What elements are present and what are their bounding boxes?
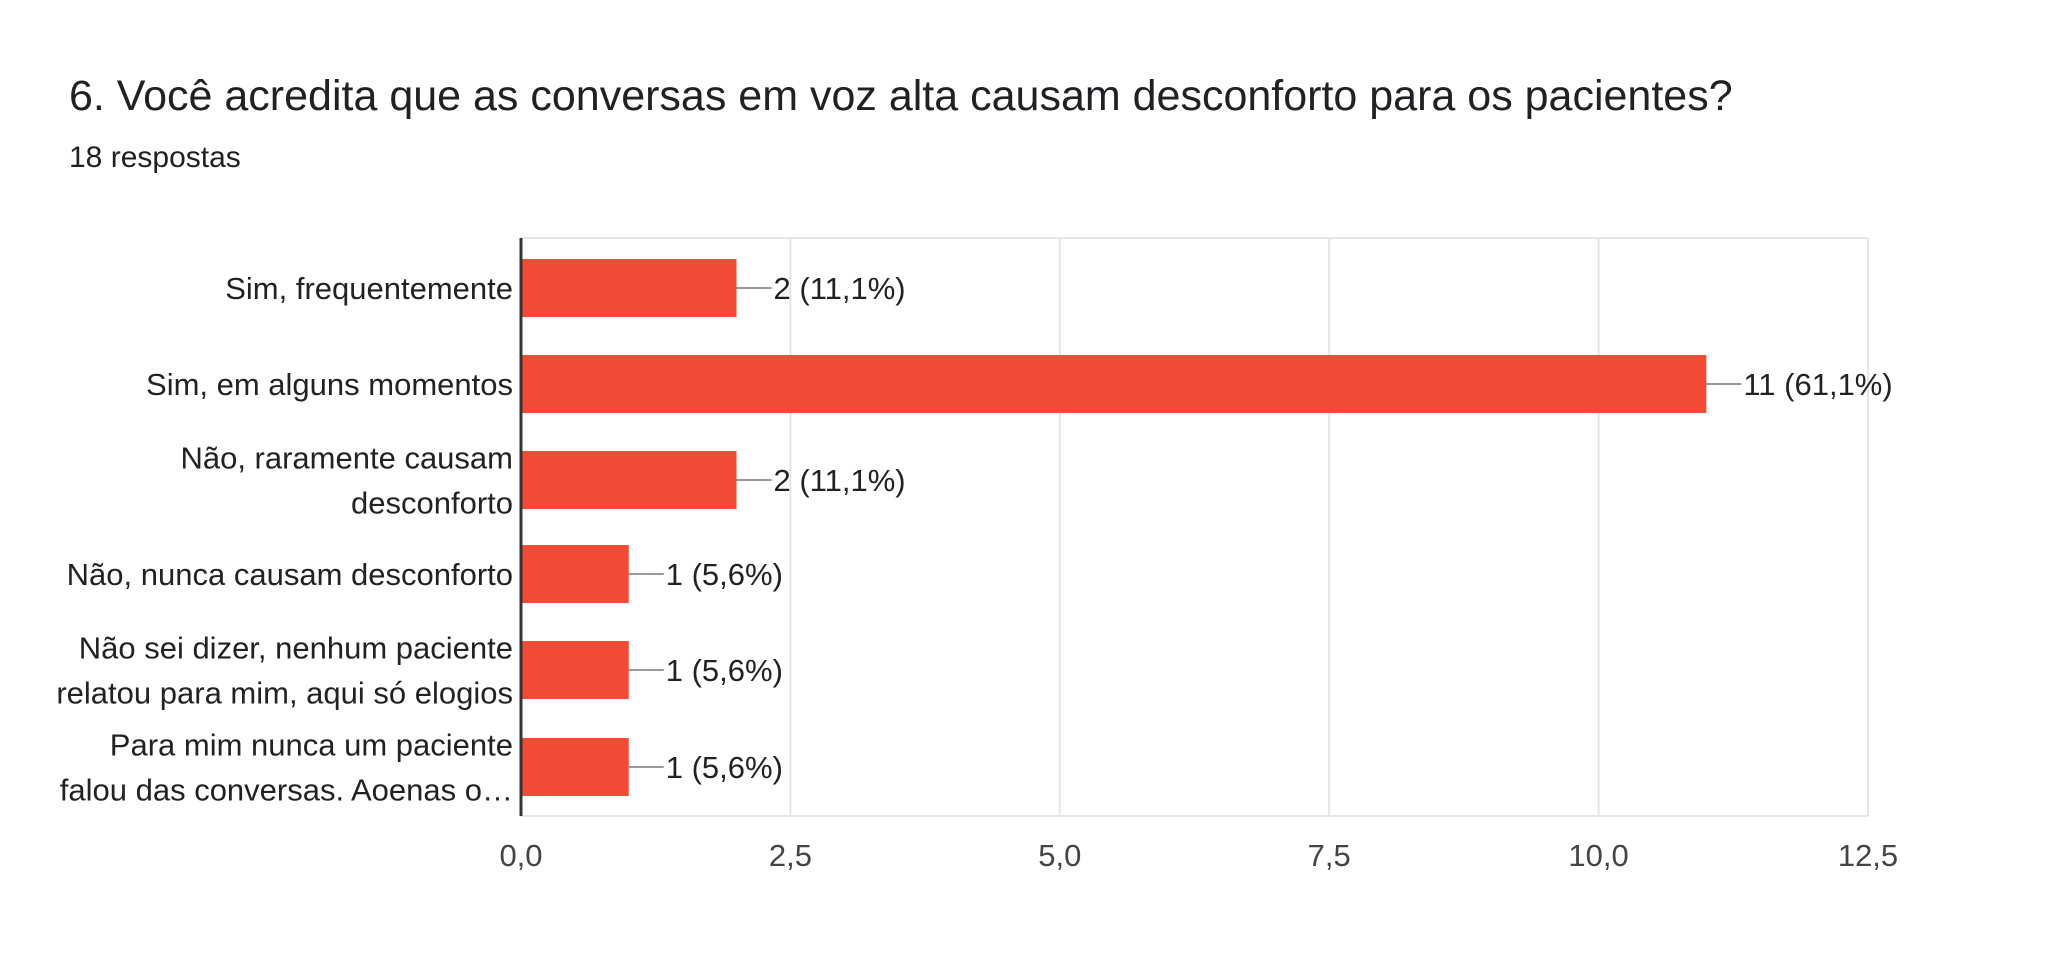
bar [521, 641, 629, 699]
x-tick-label: 10,0 [1568, 838, 1628, 873]
bar [521, 451, 737, 509]
category-label-line: Não sei dizer, nenhum paciente [79, 631, 513, 666]
category-label: Sim, frequentemente [225, 271, 513, 306]
data-label: 1 (5,6%) [666, 750, 783, 785]
bar [521, 545, 629, 603]
category-label-line: Para mim nunca um paciente [110, 728, 513, 763]
data-label: 2 (11,1%) [774, 271, 906, 306]
category-label: Sim, em alguns momentos [146, 367, 513, 402]
response-count: 18 respostas [69, 141, 241, 174]
category-label: Não, nunca causam desconforto [67, 557, 513, 592]
x-tick-label: 5,0 [1038, 838, 1081, 873]
question-title: 6. Você acredita que as conversas em voz… [69, 72, 1733, 120]
bar [521, 355, 1707, 413]
x-tick-label: 12,5 [1838, 838, 1898, 873]
category-label: Não, raramente causam desconforto [180, 441, 513, 521]
data-label: 11 (61,1%) [1743, 367, 1892, 402]
data-label: 1 (5,6%) [666, 653, 783, 688]
data-label: 1 (5,6%) [666, 557, 783, 592]
category-label-line: desconforto [351, 486, 513, 521]
x-tick-label: 0,0 [499, 838, 542, 873]
category-label-line: Sim, em alguns momentos [146, 367, 513, 402]
category-label: Para mim nunca um paciente falou das conv… [60, 728, 513, 808]
data-label: 2 (11,1%) [774, 463, 906, 498]
category-label-line: Não, nunca causam desconforto [67, 557, 513, 592]
bar [521, 259, 737, 317]
category-label-line: Não, raramente causam [180, 441, 513, 476]
x-tick-label: 2,5 [769, 838, 812, 873]
category-label-line: falou das conversas. Aoenas o… [60, 773, 513, 808]
category-label-line: relatou para mim, aqui só elogios [56, 676, 513, 711]
x-tick-label: 7,5 [1308, 838, 1351, 873]
category-label: Não sei dizer, nenhum paciente relatou pa… [56, 631, 513, 711]
bar [521, 738, 629, 796]
category-label-line: Sim, frequentemente [225, 271, 513, 306]
